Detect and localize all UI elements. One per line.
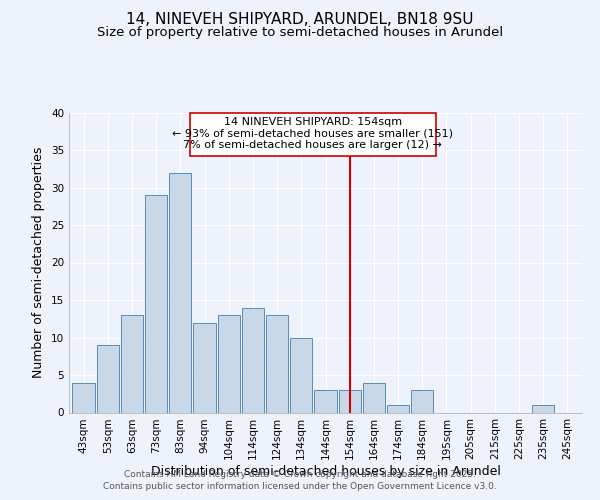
Bar xyxy=(73,382,95,412)
Bar xyxy=(387,405,409,412)
Text: 7% of semi-detached houses are larger (12) →: 7% of semi-detached houses are larger (1… xyxy=(184,140,442,149)
Bar xyxy=(242,308,264,412)
Text: 14 NINEVEH SHIPYARD: 154sqm: 14 NINEVEH SHIPYARD: 154sqm xyxy=(224,117,402,127)
Bar xyxy=(145,195,167,412)
Bar xyxy=(97,345,119,412)
Bar xyxy=(169,172,191,412)
Bar xyxy=(121,315,143,412)
Text: ← 93% of semi-detached houses are smaller (151): ← 93% of semi-detached houses are smalle… xyxy=(172,128,453,138)
Y-axis label: Number of semi-detached properties: Number of semi-detached properties xyxy=(32,147,46,378)
Bar xyxy=(532,405,554,412)
Bar xyxy=(266,315,288,412)
Text: Contains public sector information licensed under the Open Government Licence v3: Contains public sector information licen… xyxy=(103,482,497,491)
Bar xyxy=(193,322,215,412)
Bar xyxy=(290,338,313,412)
Bar xyxy=(363,382,385,412)
Bar xyxy=(218,315,240,412)
Text: Size of property relative to semi-detached houses in Arundel: Size of property relative to semi-detach… xyxy=(97,26,503,39)
FancyBboxPatch shape xyxy=(190,112,436,156)
Bar xyxy=(411,390,433,412)
Bar xyxy=(338,390,361,412)
X-axis label: Distribution of semi-detached houses by size in Arundel: Distribution of semi-detached houses by … xyxy=(151,465,500,478)
Text: Contains HM Land Registry data © Crown copyright and database right 2025.: Contains HM Land Registry data © Crown c… xyxy=(124,470,476,479)
Bar xyxy=(314,390,337,412)
Text: 14, NINEVEH SHIPYARD, ARUNDEL, BN18 9SU: 14, NINEVEH SHIPYARD, ARUNDEL, BN18 9SU xyxy=(126,12,474,28)
